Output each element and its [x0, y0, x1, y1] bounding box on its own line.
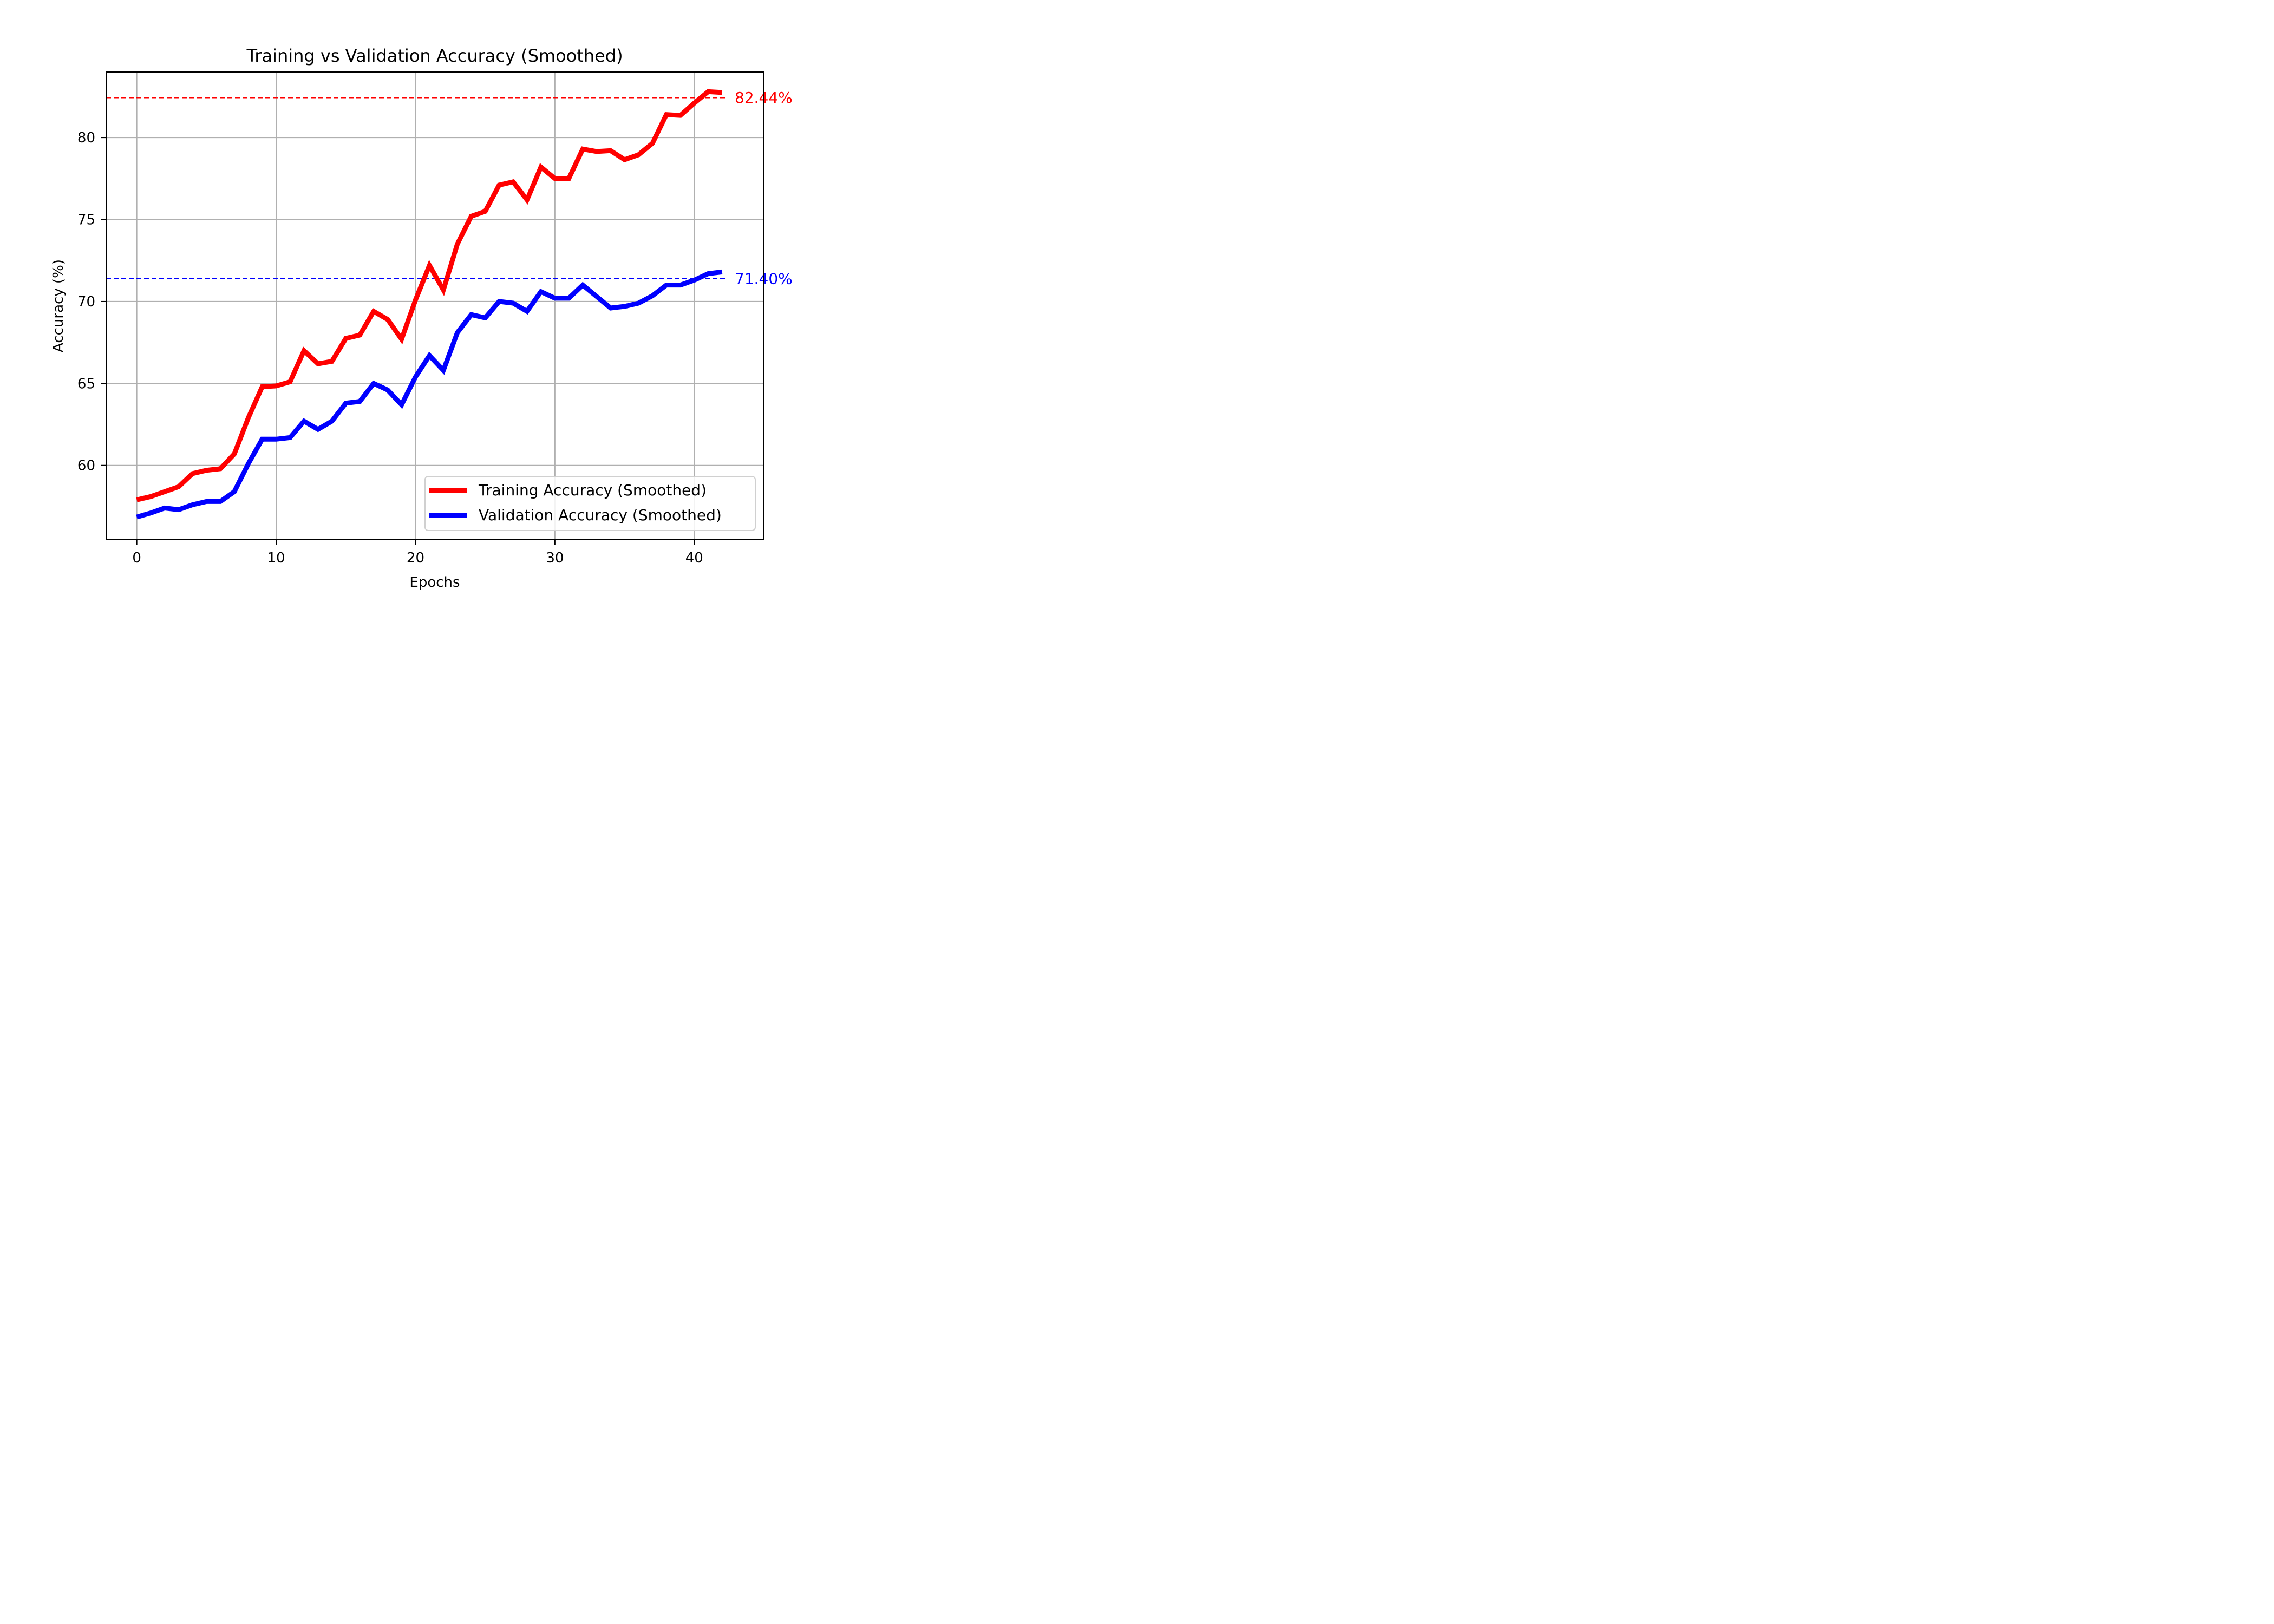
- reference-label-background: [730, 86, 803, 110]
- series-line: [136, 269, 723, 520]
- accuracy-chart: Training vs Validation Accuracy (Smoothe…: [0, 0, 837, 597]
- x-tick-label: 0: [132, 550, 141, 566]
- reference-label-background: [730, 266, 803, 291]
- x-tick-label: 40: [685, 550, 703, 566]
- y-tick-label: 65: [77, 376, 95, 392]
- y-tick-label: 75: [77, 212, 95, 228]
- legend-label: Training Accuracy (Smoothed): [478, 481, 707, 499]
- legend-box: [424, 476, 756, 531]
- series-lines: [136, 89, 723, 520]
- axis-ticks: 0 10 20 30 40 60 65 70 75 80: [77, 130, 703, 566]
- y-tick-label: 80: [77, 130, 95, 146]
- chart-title: Training vs Validation Accuracy (Smoothe…: [246, 45, 623, 66]
- y-axis-label: Accuracy (%): [50, 259, 67, 352]
- x-axis-label: Epochs: [409, 574, 460, 591]
- y-tick-label: 60: [77, 458, 95, 474]
- legend: Training Accuracy (Smoothed) Validation A…: [424, 476, 756, 531]
- x-tick-label: 20: [407, 550, 424, 566]
- series-line: [136, 89, 723, 502]
- x-tick-label: 30: [546, 550, 564, 566]
- x-tick-label: 10: [267, 550, 285, 566]
- legend-label: Validation Accuracy (Smoothed): [479, 506, 722, 524]
- y-tick-label: 70: [77, 294, 95, 310]
- plot-frame: [106, 71, 764, 540]
